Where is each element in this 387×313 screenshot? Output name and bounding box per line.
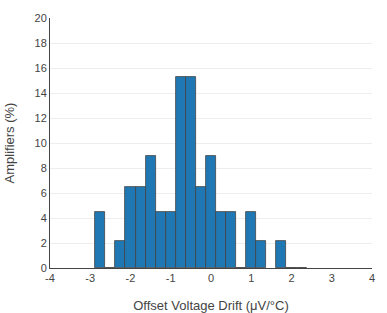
svg-text:Amplifiers (%): Amplifiers (%)	[2, 103, 17, 184]
svg-text:12: 12	[35, 112, 47, 124]
svg-text:20: 20	[35, 12, 47, 24]
svg-text:0: 0	[208, 272, 214, 284]
svg-text:-2: -2	[126, 272, 136, 284]
svg-text:10: 10	[35, 137, 47, 149]
svg-text:Offset Voltage Drift (μV/°C): Offset Voltage Drift (μV/°C)	[133, 298, 289, 313]
svg-text:3: 3	[329, 272, 335, 284]
svg-text:18: 18	[35, 37, 47, 49]
svg-text:0: 0	[41, 262, 47, 274]
svg-text:-3: -3	[85, 272, 95, 284]
svg-text:4: 4	[41, 212, 47, 224]
svg-text:-1: -1	[166, 272, 176, 284]
svg-text:8: 8	[41, 162, 47, 174]
svg-text:2: 2	[288, 272, 294, 284]
svg-text:14: 14	[35, 87, 47, 99]
svg-text:2: 2	[41, 237, 47, 249]
svg-text:16: 16	[35, 62, 47, 74]
svg-text:6: 6	[41, 187, 47, 199]
svg-text:-4: -4	[45, 272, 55, 284]
svg-text:4: 4	[369, 272, 375, 284]
svg-text:1: 1	[248, 272, 254, 284]
